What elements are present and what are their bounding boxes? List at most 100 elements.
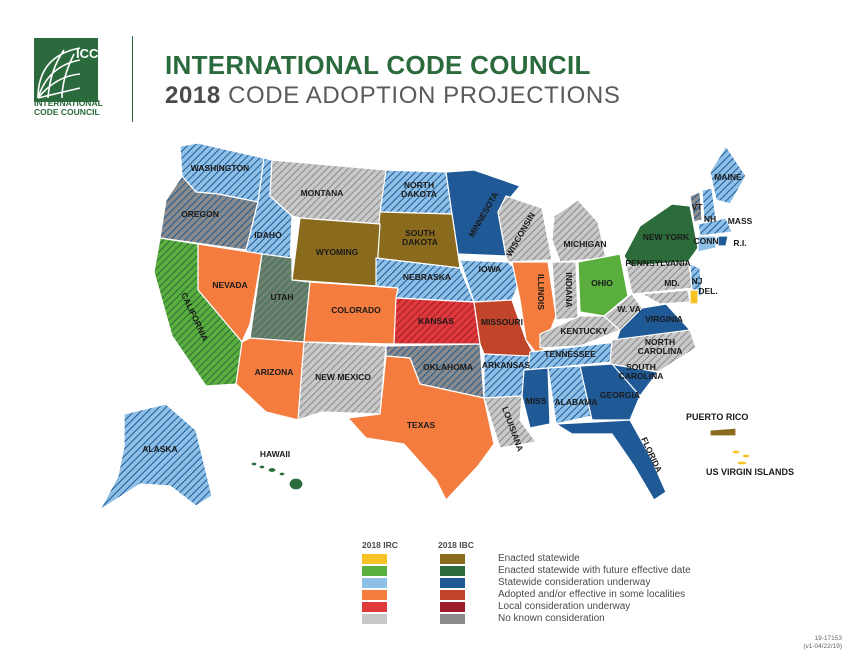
legend-item-label: Enacted statewide (498, 553, 580, 564)
state-arizona[interactable] (235, 337, 305, 421)
state-vermont[interactable] (689, 191, 703, 223)
state-label-mass: MASS (728, 216, 753, 226)
state-label-michigan: MICHIGAN (564, 239, 607, 249)
state-label-oregon: OREGON (181, 209, 219, 219)
legend-ibc-swatch (440, 602, 465, 612)
state-massachusetts[interactable] (697, 217, 733, 237)
state-michigan[interactable] (551, 199, 607, 263)
legend-irc-header: 2018 IRC (362, 540, 398, 550)
state-label-south-carolina: SOUTH CAROLINA (619, 362, 664, 381)
state-label-utah: UTAH (271, 292, 294, 302)
state-label-w-va: W. VA (617, 304, 640, 314)
state-label-vt: VT (692, 202, 704, 212)
state-label-washington: WASHINGTON (191, 163, 249, 173)
legend-irc-swatch (362, 602, 387, 612)
state-label-virginia: VIRGINIA (645, 314, 683, 324)
legend-ibc-swatch (440, 590, 465, 600)
state-north-carolina[interactable] (609, 329, 697, 373)
state-label-pennsylvania: PENNSYLVANIA (625, 258, 690, 268)
logo-org-name: INTERNATIONAL CODE COUNCIL (34, 99, 124, 117)
icc-logo: ICC (34, 38, 99, 102)
state-label-indiana: INDIANA (564, 272, 574, 307)
state-label-north-carolina: NORTH CAROLINA (638, 337, 683, 356)
state-alaska[interactable] (99, 403, 213, 511)
state-label-south-dakota: SOUTH DAKOTA (402, 228, 438, 247)
state-label-nj: NJ (692, 276, 703, 286)
state-label-texas: TEXAS (407, 420, 436, 430)
state-label-missouri: MISSOURI (481, 317, 523, 327)
document-id: 19-17153 (v1-04/22/19) (803, 635, 842, 650)
subtitle-year: 2018 (165, 82, 221, 109)
state-wisconsin[interactable] (497, 195, 553, 263)
state-label-montana: MONTANA (301, 188, 344, 198)
state-label-maine: MAINE (714, 172, 742, 182)
state-new-jersey[interactable] (689, 263, 703, 297)
state-label-new-york: NEW YORK (643, 232, 690, 242)
logo-mark-text: ICC (76, 46, 98, 61)
puerto-rico-label: PUERTO RICO (686, 412, 749, 422)
legend-item-label: Statewide consideration underway (498, 577, 651, 588)
state-label-alabama: ALABAMA (555, 397, 598, 407)
state-label-hawaii: HAWAII (260, 449, 290, 459)
state-delaware[interactable] (689, 289, 699, 305)
page-title: INTERNATIONAL CODE COUNCIL (165, 50, 591, 80)
subtitle-text: CODE ADOPTION PROJECTIONS (228, 82, 621, 109)
territory-puerto-rico[interactable] (709, 427, 737, 437)
header-divider (132, 36, 133, 122)
legend-item-label: Adopted and/or effective in some localit… (498, 589, 686, 600)
state-louisiana[interactable] (483, 395, 537, 449)
state-label-md: MD. (664, 278, 680, 288)
state-label-nh: NH (704, 214, 716, 224)
state-label-del: DEL. (698, 286, 717, 296)
us-code-adoption-map: WASHINGTON OREGON IDAHO MONTANA NORTH DAKOTA M… (99, 142, 753, 511)
state-label-conn: CONN (693, 236, 718, 246)
legend-ibc-swatch (440, 566, 465, 576)
document-id-line1: 19-17153 (814, 635, 842, 642)
state-georgia[interactable] (579, 363, 641, 421)
legend-ibc-header: 2018 IBC (438, 540, 474, 550)
state-label-idaho: IDAHO (254, 230, 282, 240)
state-label-arizona: ARIZONA (255, 367, 294, 377)
state-new-hampshire[interactable] (701, 187, 717, 223)
virgin-islands-label: US VIRGIN ISLANDS (706, 467, 795, 477)
state-label-nevada: NEVADA (212, 280, 247, 290)
state-label-illinois: ILLINOIS (536, 274, 546, 310)
state-label-tennessee: TENNESSEE (544, 349, 596, 359)
state-label-north-dakota: NORTH DAKOTA (401, 180, 437, 199)
state-rhode-island[interactable] (717, 235, 729, 247)
legend-irc-swatch (362, 554, 387, 564)
logo-org-line1: INTERNATIONAL (34, 98, 103, 108)
state-texas[interactable] (347, 355, 495, 501)
state-label-kansas: KANSAS (418, 316, 454, 326)
state-label-wyoming: WYOMING (316, 247, 359, 257)
legend-irc-swatch (362, 590, 387, 600)
legend-ibc-swatch (440, 614, 465, 624)
legend-irc-swatch (362, 578, 387, 588)
legend-item-label: Enacted statewide with future effective … (498, 565, 691, 576)
legend-irc-swatch (362, 566, 387, 576)
state-new-mexico[interactable] (297, 341, 387, 421)
state-label-arkansas: ARKANSAS (482, 360, 531, 370)
legend-ibc-swatch (440, 554, 465, 564)
legend-item-label: No known consideration (498, 613, 605, 624)
state-label-iowa: IOWA (479, 264, 502, 274)
logo-org-line2: CODE COUNCIL (34, 107, 100, 117)
state-florida[interactable] (555, 419, 667, 501)
state-label-alaska: ALASKA (142, 444, 177, 454)
state-maine[interactable] (709, 145, 747, 205)
state-label-oklahoma: OKLAHOMA (423, 362, 473, 372)
state-label-georgia: GEORGIA (600, 390, 640, 400)
globe-grid-icon: ICC (37, 46, 99, 99)
state-label-r-i: R.I. (733, 238, 746, 248)
state-label-colorado: COLORADO (331, 305, 381, 315)
state-label-miss: MISS (526, 396, 547, 406)
state-connecticut[interactable] (697, 235, 717, 253)
state-mississippi[interactable] (521, 367, 551, 429)
legend-ibc-swatch (440, 578, 465, 588)
legend-item-label: Local consideration underway (498, 601, 631, 612)
state-label-ohio: OHIO (591, 278, 613, 288)
territory-us-virgin-islands[interactable] (731, 449, 751, 466)
legend-irc-swatch (362, 614, 387, 624)
state-hawaii[interactable] (250, 461, 304, 491)
document-id-line2: (v1-04/22/19) (803, 642, 842, 650)
